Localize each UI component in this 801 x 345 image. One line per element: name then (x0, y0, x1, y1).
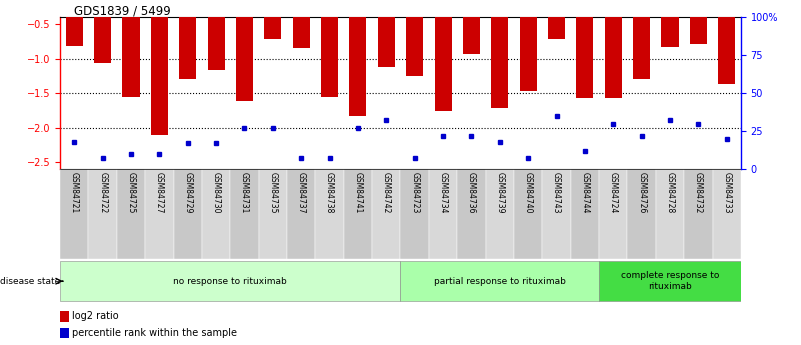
Bar (599, 261, 741, 302)
Text: log2 ratio: log2 ratio (72, 312, 119, 321)
Text: GSM84721: GSM84721 (70, 172, 78, 213)
Bar (570, 169, 599, 259)
Text: disease state: disease state (0, 277, 60, 286)
Text: GSM84727: GSM84727 (155, 172, 164, 213)
Bar (60, 328, 69, 338)
Bar (88, 169, 117, 259)
Text: GSM84744: GSM84744 (581, 172, 590, 213)
Text: GSM84724: GSM84724 (609, 172, 618, 213)
Bar (60, 311, 69, 322)
Bar (542, 169, 570, 259)
Text: GSM84723: GSM84723 (410, 172, 419, 213)
Text: GSM84722: GSM84722 (99, 172, 107, 213)
Bar (485, 169, 514, 259)
Bar (123, 0, 139, 97)
Text: partial response to rituximab: partial response to rituximab (434, 277, 566, 286)
Bar (344, 169, 372, 259)
Bar (429, 169, 457, 259)
Bar (66, 0, 83, 46)
Text: GSM84740: GSM84740 (524, 172, 533, 213)
Bar (627, 169, 656, 259)
Bar (690, 0, 706, 44)
Bar (202, 169, 231, 259)
Text: GSM84731: GSM84731 (240, 172, 249, 213)
Text: GDS1839 / 5499: GDS1839 / 5499 (74, 4, 171, 17)
Text: GSM84742: GSM84742 (382, 172, 391, 213)
Bar (151, 0, 168, 135)
Bar (633, 0, 650, 79)
Text: GSM84729: GSM84729 (183, 172, 192, 213)
Bar (316, 169, 344, 259)
Bar (605, 0, 622, 98)
Bar (713, 169, 741, 259)
Text: GSM84728: GSM84728 (666, 172, 674, 213)
Text: GSM84726: GSM84726 (637, 172, 646, 213)
Bar (236, 0, 253, 101)
Bar (287, 169, 316, 259)
Bar (349, 0, 366, 116)
Text: percentile rank within the sample: percentile rank within the sample (72, 328, 237, 338)
Text: GSM84732: GSM84732 (694, 172, 702, 213)
Text: GSM84737: GSM84737 (296, 172, 306, 213)
Text: GSM84743: GSM84743 (552, 172, 561, 213)
Bar (231, 169, 259, 259)
Bar (548, 0, 565, 39)
Bar (400, 261, 599, 302)
Bar (378, 0, 395, 67)
Text: GSM84735: GSM84735 (268, 172, 277, 213)
Text: GSM84739: GSM84739 (495, 172, 505, 213)
Bar (207, 0, 224, 70)
Text: GSM84730: GSM84730 (211, 172, 220, 213)
Text: complete response to
rituximab: complete response to rituximab (621, 272, 719, 291)
Text: GSM84736: GSM84736 (467, 172, 476, 213)
Bar (60, 169, 88, 259)
Bar (259, 169, 287, 259)
Bar (95, 0, 111, 63)
Bar (718, 0, 735, 84)
Text: GSM84734: GSM84734 (439, 172, 448, 213)
Bar (684, 169, 713, 259)
Bar (463, 0, 480, 54)
Bar (491, 0, 509, 108)
Text: GSM84738: GSM84738 (325, 172, 334, 213)
Bar (400, 169, 429, 259)
Bar (60, 261, 400, 302)
Text: GSM84733: GSM84733 (723, 172, 731, 213)
Bar (372, 169, 400, 259)
Bar (321, 0, 338, 97)
Bar (264, 0, 281, 39)
Text: no response to rituximab: no response to rituximab (173, 277, 288, 286)
Bar (117, 169, 145, 259)
Text: GSM84725: GSM84725 (127, 172, 135, 213)
Bar (457, 169, 485, 259)
Bar (434, 0, 452, 111)
Bar (406, 0, 423, 76)
Bar (577, 0, 594, 98)
Bar (179, 0, 196, 79)
Bar (662, 0, 678, 47)
Bar (656, 169, 684, 259)
Bar (292, 0, 310, 48)
Text: GSM84741: GSM84741 (353, 172, 362, 213)
Bar (174, 169, 202, 259)
Bar (520, 0, 537, 91)
Bar (145, 169, 174, 259)
Bar (514, 169, 542, 259)
Bar (599, 169, 627, 259)
